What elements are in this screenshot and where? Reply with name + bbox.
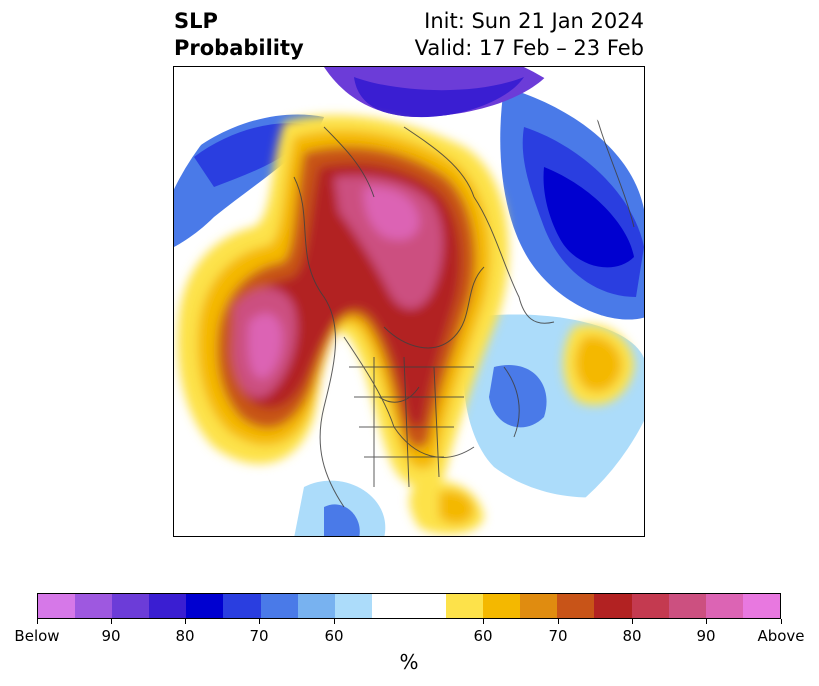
colorbar-tick-label: 60 [324,627,344,645]
colorbar-segment [446,594,484,618]
map-panel [173,66,645,537]
probability-map [174,67,644,536]
title-line-1: SLP [174,9,218,33]
colorbar-segment [557,594,595,618]
colorbar-segment [112,594,150,618]
colorbar-tick-label: 80 [175,627,195,645]
init-date: Init: Sun 21 Jan 2024 [424,9,644,33]
colorbar-tick-label: 60 [473,627,493,645]
colorbar-segment [38,594,76,618]
colorbar-tick-label: 80 [622,627,642,645]
title-line-2: Probability [174,36,304,60]
probability-field [174,67,644,536]
colorbar-unit-label: % [399,650,419,674]
colorbar-segment [297,594,335,618]
colorbar-tickmark [632,619,633,624]
colorbar-tickmark [37,619,38,624]
colorbar-tick-label: 70 [548,627,568,645]
colorbar-tick-label: 70 [249,627,269,645]
colorbar-segment [186,594,224,618]
colorbar-segment [371,594,409,618]
colorbar-segment [594,594,632,618]
colorbar-tickmark [483,619,484,624]
colorbar-segment [520,594,558,618]
colorbar-tickmark [259,619,260,624]
valid-dates: Valid: 17 Feb – 23 Feb [414,36,644,60]
colorbar-segment [223,594,261,618]
coastlines [293,106,635,508]
colorbar-segment [668,594,706,618]
colorbar-segment [705,594,743,618]
colorbar-tickmark [334,619,335,624]
colorbar-tickmark [111,619,112,624]
colorbar-tick-label: Above [757,627,805,645]
colorbar [37,593,781,619]
colorbar-tick-label: Below [14,627,60,645]
colorbar-segment [75,594,113,618]
colorbar-tick-label: 90 [101,627,121,645]
colorbar-tickmark [781,619,782,624]
colorbar-tickmark [558,619,559,624]
date-info: Init: Sun 21 Jan 2024 Valid: 17 Feb – 23… [415,8,644,62]
colorbar-tickmark [185,619,186,624]
chart-title: SLP Probability [174,8,304,62]
colorbar-segment [408,594,447,618]
colorbar-tick-label: 90 [696,627,716,645]
colorbar-segment [334,594,372,618]
colorbar-segment [483,594,521,618]
colorbar-tickmark [706,619,707,624]
colorbar-segment [260,594,298,618]
colorbar-segment [149,594,187,618]
colorbar-segment [742,594,780,618]
colorbar-segment [631,594,669,618]
